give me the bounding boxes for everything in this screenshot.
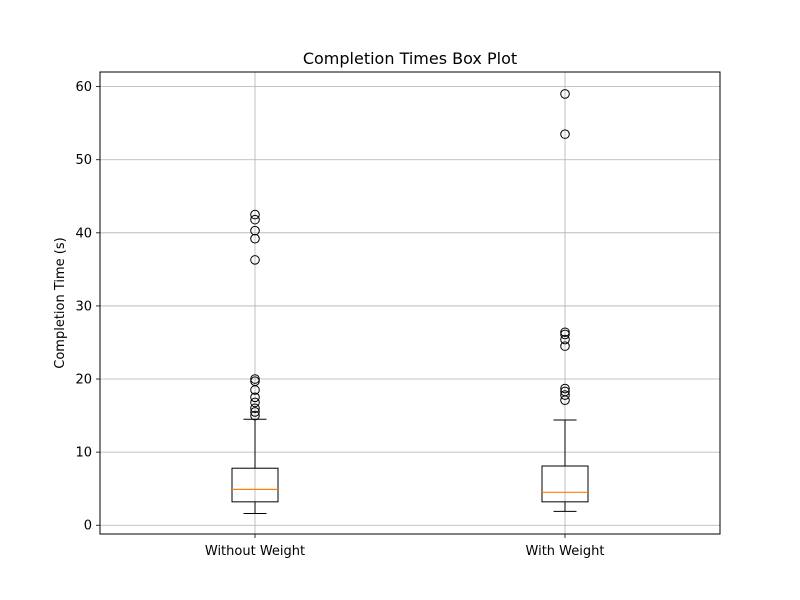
x-tick-label: With Weight <box>526 544 605 559</box>
x-axis: Without Weight With Weight <box>205 534 605 559</box>
outlier-point <box>560 89 570 99</box>
y-tick-label: 60 <box>75 80 92 95</box>
y-tick-label: 10 <box>75 446 92 461</box>
outlier-point <box>560 327 570 338</box>
outlier-point <box>250 410 260 421</box>
outlier-point <box>560 334 570 345</box>
outlier-point <box>250 374 260 384</box>
outlier-point <box>250 376 260 387</box>
chart-title: Completion Times Box Plot <box>303 49 517 68</box>
y-tick-label: 20 <box>75 373 92 388</box>
box-0 <box>231 209 279 515</box>
outlier-point <box>250 225 260 236</box>
y-axis-label: Completion Time (s) <box>53 237 68 368</box>
outlier-point <box>250 209 260 220</box>
box-iqr <box>231 467 279 503</box>
outlier-point <box>560 390 570 400</box>
outlier-point <box>560 386 570 397</box>
x-tick-label: Without Weight <box>205 544 305 559</box>
outlier-point <box>250 397 260 408</box>
outlier-point <box>560 129 570 139</box>
outlier-point <box>250 392 260 403</box>
y-tick-label: 50 <box>75 153 92 168</box>
y-tick-label: 0 <box>84 519 92 534</box>
plot-area-frame <box>99 71 721 535</box>
outlier-point <box>560 329 570 340</box>
outlier-point <box>250 233 260 244</box>
outlier-point <box>250 214 260 225</box>
box-1 <box>541 89 589 512</box>
box-plots <box>231 89 589 515</box>
outlier-point <box>250 255 260 265</box>
y-tick-label: 40 <box>75 226 92 241</box>
outlier-point <box>250 403 260 414</box>
y-axis: 0 10 20 30 40 50 60 <box>75 80 100 534</box>
outlier-point <box>560 341 570 351</box>
outlier-point <box>560 383 570 394</box>
outlier-point <box>250 407 260 417</box>
grid <box>100 72 720 534</box>
y-tick-label: 30 <box>75 299 92 314</box>
box-iqr <box>541 465 589 503</box>
